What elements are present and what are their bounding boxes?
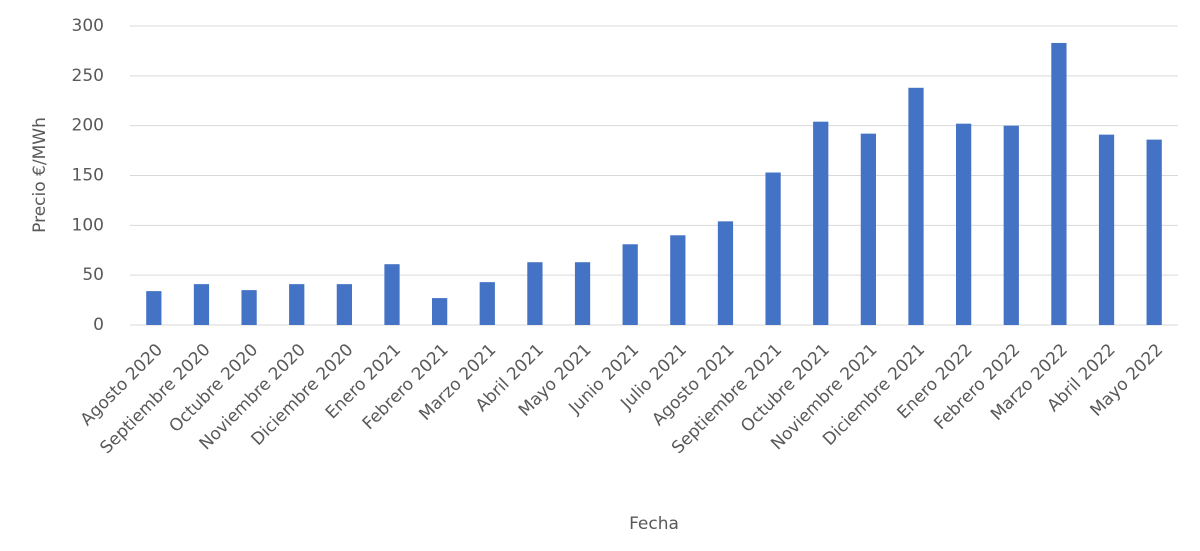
y-tick-label: 200 — [72, 116, 104, 136]
bar — [146, 291, 162, 325]
bar — [1051, 42, 1067, 326]
bar — [432, 298, 448, 325]
bar — [813, 121, 829, 326]
bar — [336, 284, 352, 325]
bar — [765, 172, 781, 325]
bar — [574, 262, 591, 325]
y-tick-label: 100 — [72, 215, 104, 235]
bar — [289, 284, 305, 325]
bar — [1146, 139, 1162, 325]
y-tick-label: 300 — [72, 16, 104, 36]
bar — [1003, 125, 1019, 326]
y-tick-label: 50 — [82, 265, 104, 285]
y-axis-title: Precio €/MWh — [30, 117, 50, 233]
bar — [241, 290, 257, 325]
bar — [908, 87, 924, 325]
x-tick-label: Agosto 2020 — [77, 340, 167, 430]
bar — [670, 235, 686, 325]
bar — [622, 244, 638, 325]
x-axis-title: Fecha — [629, 514, 679, 534]
bar — [384, 264, 400, 325]
bar — [717, 221, 734, 325]
bar — [479, 282, 495, 325]
bar — [1098, 134, 1115, 325]
bar — [956, 123, 972, 325]
y-tick-label: 150 — [72, 166, 104, 186]
y-tick-label: 0 — [93, 315, 104, 335]
bar — [860, 133, 876, 325]
y-tick-label: 250 — [72, 66, 104, 86]
bar — [193, 284, 210, 325]
bar — [527, 262, 543, 325]
